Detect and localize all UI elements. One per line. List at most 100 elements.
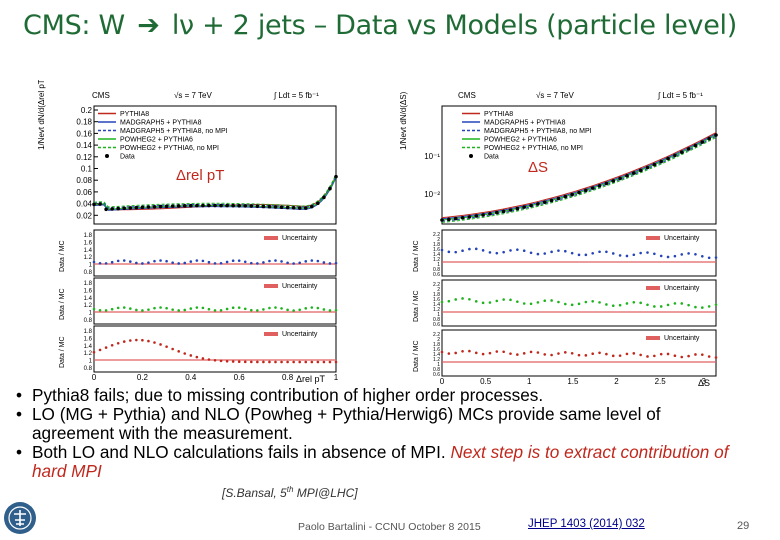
left-ratio-point [231,259,235,263]
left-ratio-point [207,307,211,311]
left-y-tick: 0.06 [76,188,92,197]
right-ratio-point [516,300,519,303]
right-data-point [700,140,705,144]
left-ratio-point [177,262,180,265]
bullet-3-text: Both LO and NLO calculations fails in ab… [32,442,446,462]
right-ratio-point [605,250,608,254]
right-ratio-tick: 1.4 [433,352,440,358]
left-ratio-point [207,260,211,264]
left-ratio-point [116,259,120,263]
right-ratio-point [447,250,451,254]
right-ratio-point [591,251,594,255]
right-ratio-point [557,300,560,304]
left-ratio-point [129,307,132,310]
left-ratio-tick: 1.2 [84,303,93,309]
left-data-point [273,205,278,209]
left-data-point [285,205,290,210]
left-ratio-point [256,360,259,364]
left-ratio-point [195,259,199,262]
right-main-curve-3 [441,135,717,222]
right-data-point [522,205,526,209]
footer-text: Paolo Bartalini - CCNU October 8 2015 [298,521,481,533]
left-ratio-point [153,306,156,310]
citation-sup: th [286,485,294,494]
right-ratio-point [468,247,471,251]
left-data-point [195,203,199,208]
left-ratio-tick: 1.8 [84,281,93,287]
right-data-point [508,208,513,212]
right-ratio-point [474,351,478,355]
right-ratio-point [529,350,533,354]
left-data-point [201,203,205,208]
right-data-point [515,206,520,211]
left-variable-label: Δrel pT [176,167,224,184]
right-ratio-tick: 1.8 [433,242,440,248]
right-ratio-point [488,251,492,254]
right-ratio-point [502,298,505,301]
left-ratio-point [286,261,289,265]
left-data-point [316,201,320,206]
left-y-tick: 0.12 [76,153,92,162]
right-ratio-point [632,300,636,304]
left-ratio-point [237,306,241,309]
right-ratio-point [488,301,492,304]
slide-title: CMS: W ➔ lν + 2 jets – Data vs Models (p… [0,10,760,41]
left-ratio-point [159,259,162,262]
right-ratio-point [701,254,704,258]
right-data-point [542,200,547,204]
left-ratio-point [268,306,271,310]
left-ratio-point [298,360,302,364]
reference-link[interactable]: JHEP 1403 (2014) 032 [528,518,645,530]
left-ratio-point [183,308,187,312]
right-ratio-point [522,249,526,253]
left-data-point [170,204,175,208]
right-ratio-point [536,351,540,354]
legend-entry-0: PYTHIA8 [120,111,149,118]
right-ratio-point [680,302,684,305]
legend-entry-2: MADGRAPH5 + PYTHIA8, no MPI [484,128,592,135]
left-ratio-point [286,308,289,312]
left-ratio-point [159,343,162,346]
right-data-point [570,192,574,197]
left-ratio-point [225,359,229,363]
right-data-point [645,165,650,170]
right-ratio-point [701,353,704,356]
legend-entry-4: POWHEG2 + PYTHIA6, no MPI [120,145,219,152]
left-ratio-point [304,260,308,263]
page-number: 29 [737,520,750,532]
right-ratio-point [481,249,485,252]
left-ratio-frame [93,277,337,325]
right-ratio-point [495,251,499,255]
right-ratio-tick: 1.4 [433,252,440,258]
left-plot: CMS √s = 7 TeV ∫ Ldt = 5 fb⁻¹ 1/Nevt dN/… [37,80,339,384]
left-x-tick: 0.4 [185,373,197,382]
left-ratio-point [328,262,332,265]
left-ratio-tick: 1.2 [84,351,93,357]
left-ratio-tick: 0.8 [84,270,93,276]
right-ratio-point [625,254,629,258]
left-ratio-point [274,259,277,262]
right-ratio-point [570,303,574,307]
right-ratio-point [707,305,711,308]
right-ratio-point [680,253,684,256]
left-ratio-point [243,260,247,264]
right-ratio-point [584,300,588,304]
right-ratio-point [694,305,697,309]
right-ratio-point [447,299,451,303]
left-ratio-point [334,308,338,312]
bullet-2: LO (MG + Pythia) and NLO (Powheg + Pythi… [16,405,746,443]
right-ratio-tick: 2.2 [433,332,440,338]
left-ratio-point [274,306,277,309]
right-ratio-point [570,351,574,355]
right-uncertainty-swatch [646,336,660,340]
right-x-axis-label: ΔS [698,378,710,388]
left-data-point [140,205,145,210]
right-ratio-point [659,254,663,258]
right-ratio-point [707,355,711,358]
right-data-point [673,153,677,158]
right-ratio-point [557,352,560,355]
right-ratio-point [529,302,533,306]
